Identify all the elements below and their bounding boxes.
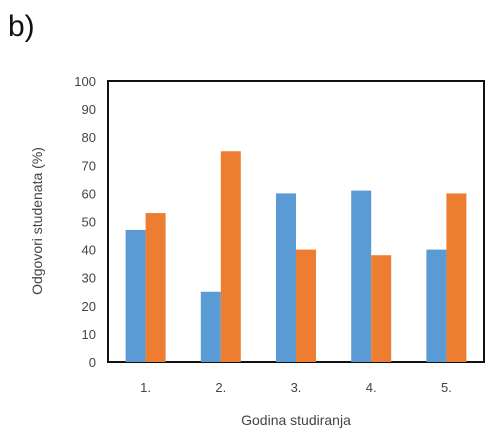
y-tick-label: 100	[74, 74, 96, 89]
bar-series-2-1	[145, 213, 166, 362]
y-tick-label: 10	[82, 327, 96, 342]
y-tick-label: 80	[82, 130, 96, 145]
x-tick-label: 3.	[291, 380, 302, 395]
x-tick-label: 4.	[366, 380, 377, 395]
y-axis-title: Odgovori studenata (%)	[29, 147, 45, 295]
y-tick-label: 30	[82, 271, 96, 286]
panel-label: b)	[8, 10, 35, 43]
y-tick-label: 40	[82, 243, 96, 258]
y-tick-label: 50	[82, 215, 96, 230]
x-tick-label: 1.	[140, 380, 151, 395]
bar-series-2-5	[446, 193, 467, 362]
bar-series-1-1	[125, 229, 146, 362]
bar-series-1-3	[276, 193, 296, 362]
x-tick-label: 5.	[441, 380, 452, 395]
y-tick-label: 70	[82, 158, 96, 173]
bar-series-2-2	[220, 151, 241, 362]
y-tick-label: 0	[89, 355, 96, 370]
x-axis-title: Godina studiranja	[241, 412, 351, 428]
y-tick-label: 90	[82, 102, 96, 117]
bar-series-2-3	[296, 249, 316, 362]
y-tick-label: 60	[82, 186, 96, 201]
bar-series-1-5	[426, 249, 447, 362]
bar-series-1-4	[351, 190, 372, 362]
bar-series-1-2	[200, 291, 221, 362]
y-tick-label: 20	[82, 299, 96, 314]
bar-series-2-4	[371, 255, 392, 362]
x-tick-label: 2.	[215, 380, 226, 395]
